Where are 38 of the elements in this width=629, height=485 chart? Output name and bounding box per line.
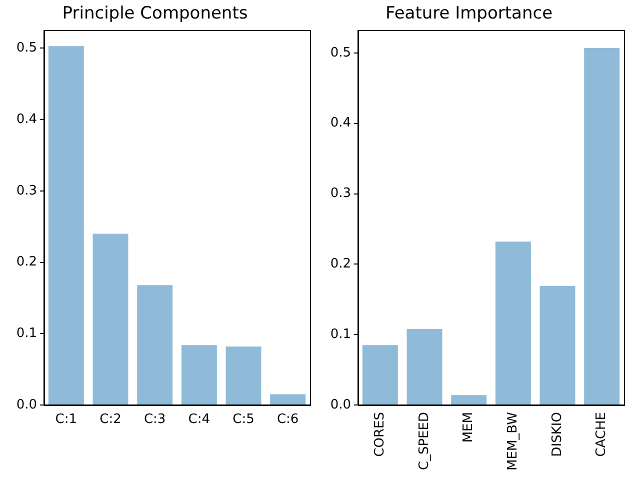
chart-title: Feature Importance <box>385 4 553 24</box>
x-tick-label: C:2 <box>100 412 122 428</box>
y-tick-label: 0.5 <box>16 40 37 56</box>
bar <box>137 285 173 404</box>
bar <box>406 328 442 404</box>
y-tick-label: 0.1 <box>16 326 37 342</box>
x-tick-label: C:1 <box>55 412 78 428</box>
y-tick-label: 0.1 <box>330 326 351 342</box>
x-tick-label: CORES <box>372 412 388 457</box>
x-tick-label: CACHE <box>594 412 610 457</box>
y-tick-label: 0.2 <box>330 256 351 272</box>
bar <box>584 48 620 404</box>
bar <box>540 286 576 404</box>
bar <box>495 242 531 404</box>
y-tick-label: 0.5 <box>330 45 351 60</box>
y-tick-label: 0.4 <box>330 116 351 131</box>
bar <box>181 345 217 404</box>
bar <box>48 46 84 404</box>
bar <box>226 346 262 404</box>
bar <box>451 395 487 404</box>
y-tick-label: 0.3 <box>330 186 351 202</box>
bar <box>270 394 306 404</box>
x-tick-label: MEM_BW <box>506 412 521 470</box>
chart-title: Principle Components <box>62 4 248 24</box>
y-tick-label: 0.3 <box>16 183 37 198</box>
x-tick-label: C:6 <box>276 412 299 428</box>
y-tick-label: 0.4 <box>16 112 37 127</box>
y-tick-label: 0.2 <box>16 254 37 270</box>
x-tick-label: MEM <box>461 412 476 443</box>
y-tick-label: 0.0 <box>330 397 351 412</box>
x-tick-label: C:4 <box>188 412 210 428</box>
bar <box>362 345 398 404</box>
x-tick-label: C:3 <box>144 412 166 428</box>
x-tick-label: C:5 <box>232 412 254 428</box>
y-tick-label: 0.0 <box>16 397 37 412</box>
x-tick-label: DISKIO <box>550 412 565 457</box>
bar <box>92 234 128 404</box>
x-tick-label: C_SPEED <box>416 412 432 470</box>
